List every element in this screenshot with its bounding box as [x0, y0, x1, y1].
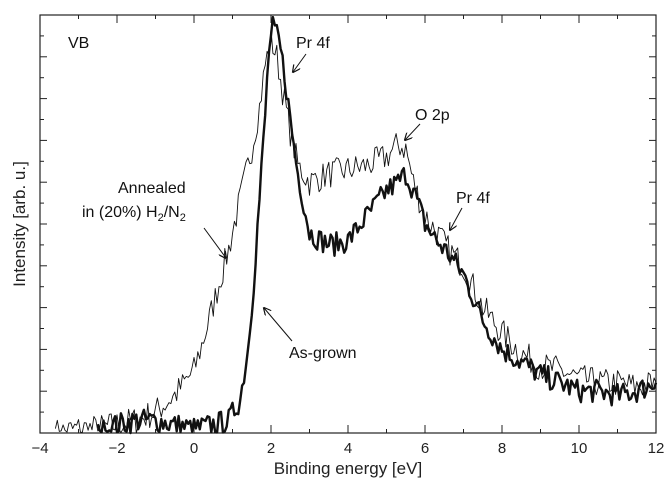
- annotation-pr4f-2: Pr 4f: [456, 190, 490, 207]
- y-axis-ticks: [40, 14, 656, 434]
- x-tick-label: 0: [190, 440, 198, 457]
- x-tick-label: 8: [498, 440, 506, 457]
- x-axis-title: Binding energy [eV]: [274, 459, 422, 478]
- x-axis-ticks: [39, 15, 657, 433]
- arrow-pr4f-2: [450, 207, 463, 230]
- panel-label: VB: [68, 35, 89, 52]
- annotation-annealed-line2: in (20%) H2/N2: [82, 204, 186, 224]
- x-tick-label: 4: [344, 440, 352, 457]
- arrow-as-grown: [264, 308, 293, 342]
- y-axis-title: Intensity [arb. u.]: [10, 161, 29, 287]
- arrow-pr4f-1: [293, 53, 307, 72]
- annotation-annealed-line1: Annealed: [118, 180, 186, 197]
- arrow-annealed: [203, 227, 226, 258]
- x-axis-tick-labels: −4 −2 0 2 4 6 8 10 12: [31, 440, 664, 457]
- series-layer: [54, 15, 658, 435]
- x-tick-label: 10: [571, 440, 588, 457]
- x-tick-label: 12: [648, 440, 664, 457]
- x-tick-label: −2: [108, 440, 125, 457]
- plot-frame: [39, 14, 657, 434]
- annotation-as-grown: As-grown: [289, 345, 357, 362]
- annotations-layer: Pr 4f O 2p Pr 4f Annealed in (20%) H2/N2…: [82, 35, 490, 362]
- x-tick-label: 2: [267, 440, 275, 457]
- series-line-as-grown: [96, 15, 658, 435]
- annotation-o2p: O 2p: [415, 107, 450, 124]
- series-line-annealed: [54, 28, 657, 434]
- x-tick-label: −4: [31, 440, 48, 457]
- x-tick-label: 6: [421, 440, 429, 457]
- annotation-pr4f-1: Pr 4f: [296, 35, 330, 52]
- arrow-o2p: [405, 123, 421, 140]
